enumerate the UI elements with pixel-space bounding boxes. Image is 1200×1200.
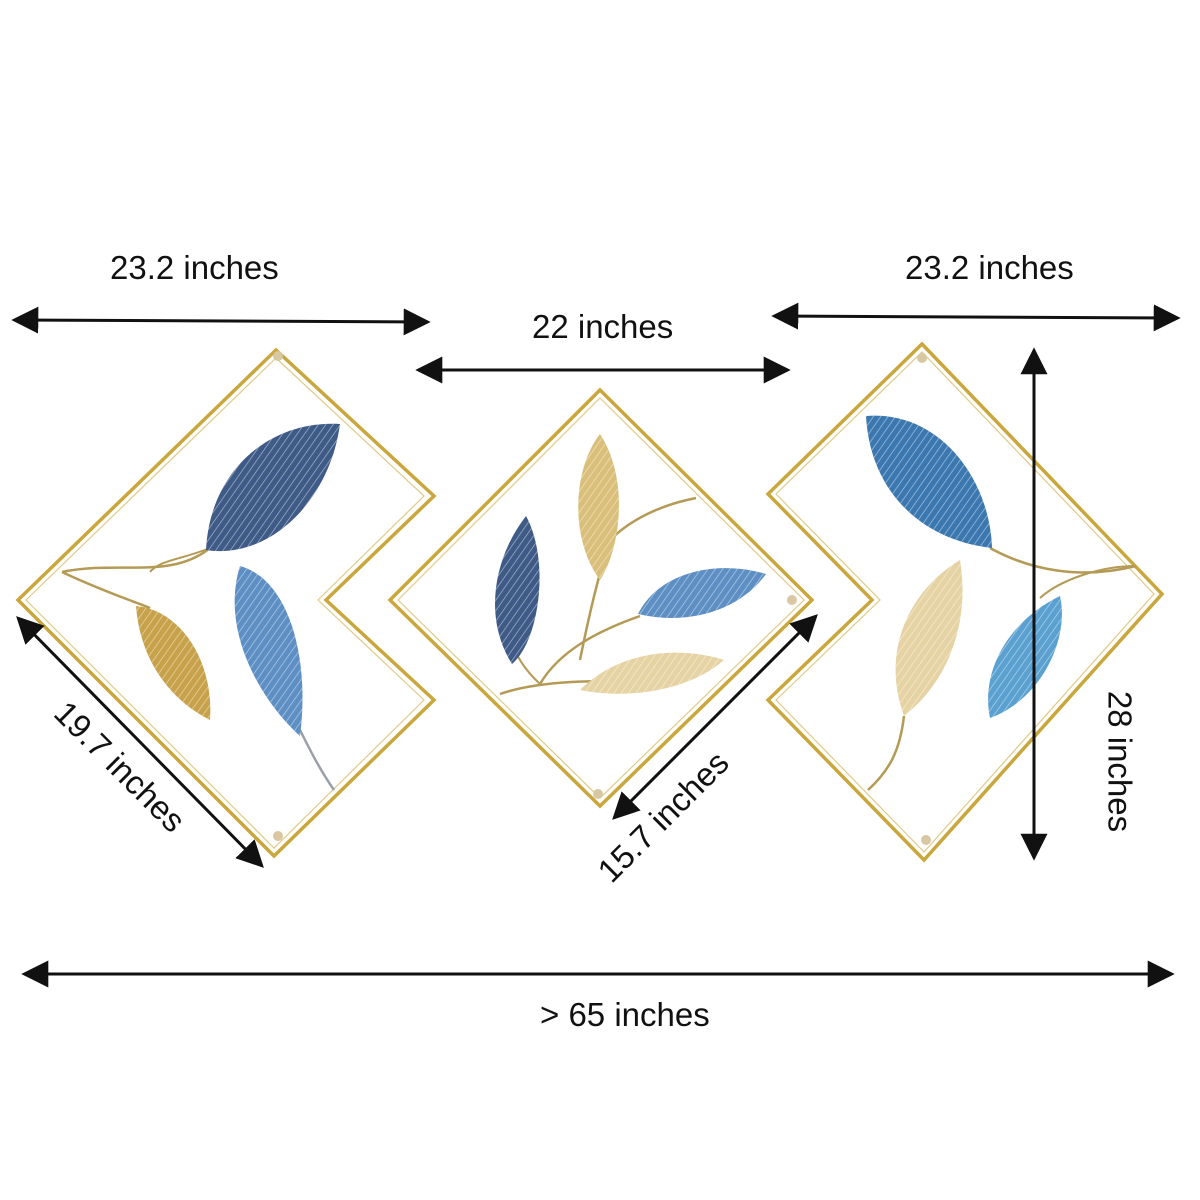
right-frame-bolt-bottom (921, 835, 931, 845)
center-frame-bolt-bottom (593, 789, 603, 799)
right-panel (765, 341, 1165, 863)
left-frame (15, 347, 437, 859)
dimension-arrows (11, 302, 1181, 988)
left-frame-bolt-top (273, 351, 283, 361)
left-width-label: 23.2 inches (110, 249, 279, 286)
right-frame-bolt-top (917, 353, 927, 363)
center-width-label: 22 inches (532, 308, 674, 345)
right-width-label: 23.2 inches (905, 249, 1074, 286)
right-height-label: 28 inches (1101, 690, 1139, 833)
center-panel (387, 387, 815, 809)
left-frame-bolt-bottom (273, 831, 283, 841)
left-panel (15, 347, 437, 859)
total-width-label: > 65 inches (540, 996, 710, 1033)
center-frame-bolt-right (787, 595, 797, 605)
arrow-left-side (16, 616, 264, 868)
arrow-center-side (612, 614, 818, 820)
center-frame (387, 387, 815, 809)
arrow-left-width (11, 306, 431, 336)
arrow-right-width (771, 302, 1181, 332)
